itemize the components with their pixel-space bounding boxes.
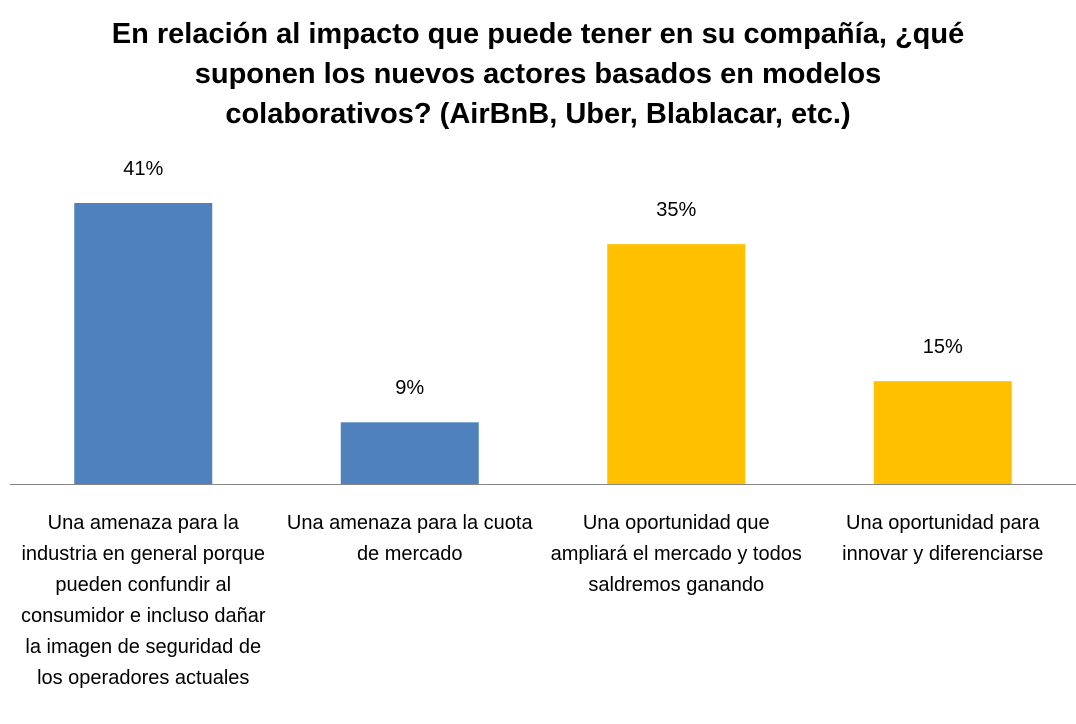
data-label: 15% xyxy=(922,336,963,359)
x-tick-label: Una amenaza para la cuota de mercado xyxy=(286,512,533,565)
data-label: 9% xyxy=(395,377,425,400)
x-tick-label: Una oportunidad que ampliará el mercado … xyxy=(550,512,802,596)
x-tick-label: Una oportunidad para innovar y diferenci… xyxy=(842,512,1044,565)
bar xyxy=(74,203,213,484)
bar xyxy=(340,422,479,484)
bar xyxy=(873,381,1012,484)
data-label: 41% xyxy=(123,158,164,180)
data-label: 35% xyxy=(656,199,697,222)
bar xyxy=(607,244,746,484)
chart-title: En relación al impacto que puede tener e… xyxy=(111,18,965,130)
x-tick-label: Una amenaza para la industria en general… xyxy=(20,512,266,689)
